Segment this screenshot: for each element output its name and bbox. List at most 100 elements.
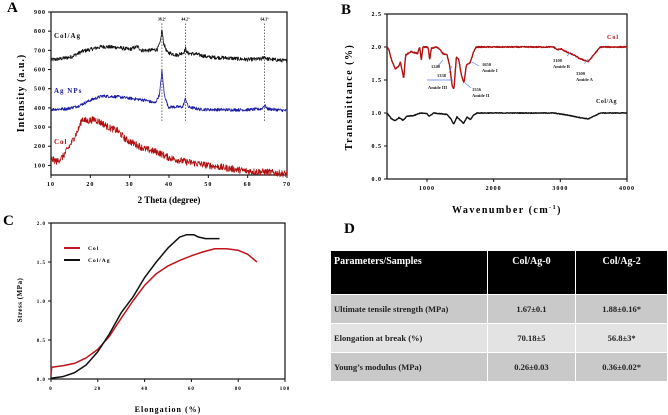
ftir-annotations: 1240 1338 Amide III 1650 Amide I 1556 Am… — [427, 51, 594, 98]
peak-label: 38.2° — [158, 18, 167, 22]
y-tick-label: 0.5 — [372, 144, 383, 150]
stress-strain-chart: 0 20 40 60 80 100 0.0 0.5 1.0 1.5 2.0 — [37, 222, 291, 392]
x-tick-label: 2000 — [486, 186, 502, 192]
table-header-row: Parameters/Samples Col/Ag-0 Col/Ag-2 — [330, 250, 668, 295]
xrd-chart: 10 20 30 40 50 60 70 100 200 300 400 500 600 700 800 90… — [34, 10, 291, 188]
table-row: Ultimate tensile strength (MPa) 1.67±0.1… — [330, 294, 668, 324]
series-line-ag-nps — [50, 68, 288, 113]
x-tick-label: 70 — [283, 182, 291, 188]
x-tick-label: 4000 — [619, 186, 635, 192]
y-tick-label: 1.5 — [37, 261, 46, 266]
x-tick-label: 40 — [165, 182, 173, 188]
table-cell: 0.26±0.03 — [486, 352, 577, 382]
annotation-amide-iii: Amide III — [428, 85, 447, 90]
series-line-col-ag — [50, 29, 288, 64]
y-tick-label: 200 — [34, 144, 46, 150]
series-line-col-ag — [50, 233, 220, 379]
y-tick-label: 600 — [34, 68, 46, 74]
y-tick-label: 500 — [34, 87, 46, 93]
panel-label-b: B — [341, 2, 352, 18]
x-tick-label: 30 — [126, 182, 134, 188]
series-line-col — [386, 45, 628, 90]
series-line-col — [50, 247, 258, 376]
x-tick-label: 50 — [204, 182, 212, 188]
x-tick-label: 1000 — [419, 186, 435, 192]
annotation-1338: 1338 — [437, 73, 447, 78]
y-tick-label: 2.0 — [372, 45, 383, 51]
y-tick-label: 2.5 — [372, 12, 383, 18]
stress-x-axis-label: Elongation (%) — [135, 405, 202, 414]
y-tick-label: 1.0 — [372, 111, 383, 117]
ftir-label-col-ag: Col/Ag — [596, 99, 617, 105]
legend-label-col: Col — [88, 246, 99, 252]
y-tick-label: 1.5 — [372, 78, 383, 84]
xrd-y-axis-label: Intensity (a.u.) — [16, 54, 27, 133]
xrd-x-axis-label: 2 Theta (degree) — [138, 195, 201, 205]
table-header: Col/Ag-2 — [575, 250, 668, 295]
y-tick-label: 700 — [34, 48, 46, 54]
table-cell: 1.67±0.1 — [486, 294, 577, 324]
panel-label-a: A — [7, 0, 18, 16]
x-tick-label: 60 — [244, 182, 252, 188]
y-tick-label: 300 — [34, 125, 46, 131]
x-tick-label: 3000 — [552, 186, 568, 192]
ftir-x-axis-label: Wavenumber (cm-1) — [452, 205, 562, 216]
annotation-1240: 1240 — [431, 64, 441, 69]
legend-label-col-ag: Col/Ag — [88, 258, 111, 264]
annotation-amide-b: Amide B — [553, 64, 570, 69]
y-tick-label: 800 — [34, 29, 46, 35]
x-tick-label: 40 — [141, 387, 148, 392]
stress-legend: Col Col/Ag — [64, 246, 111, 264]
plot-frame — [50, 222, 286, 380]
xrd-label-col: Col — [54, 138, 68, 146]
plot-frame — [50, 11, 288, 176]
table-cell: 56.8±3* — [575, 323, 668, 353]
x-tick-label: 20 — [94, 387, 101, 392]
table-cell: Elongation at break (%) — [330, 323, 488, 353]
annotation-amide-ii: Amide II — [472, 93, 490, 98]
ftir-y-axis-label: Transmittance (%) — [344, 44, 355, 151]
ftir-label-col: Col — [607, 35, 619, 41]
peak-label: 44.2° — [181, 18, 190, 22]
annotation-amide-a: Amide A — [576, 77, 594, 82]
table-cell: 70.18±5 — [486, 323, 577, 353]
x-tick-label: 80 — [235, 387, 242, 392]
x-tick-label: 100 — [280, 387, 291, 392]
y-tick-label: 900 — [34, 10, 46, 16]
series-line-col — [50, 116, 288, 178]
panel-label-c: C — [3, 213, 14, 229]
stress-y-axis-label: Stress (MPa) — [16, 278, 24, 323]
table-row: Elongation at break (%) 70.18±5 56.8±3* — [330, 323, 668, 353]
y-tick-label: 0.0 — [37, 378, 46, 383]
x-tick-label: 20 — [86, 182, 94, 188]
x-tick-label: 0 — [49, 387, 53, 392]
table-cell: 1.88±0.16* — [575, 294, 668, 324]
y-tick-label: 2.0 — [37, 222, 46, 227]
annotation-3100: 3100 — [553, 58, 563, 63]
table-header: Col/Ag-0 — [486, 250, 577, 295]
table-row: Young’s modulus (MPa) 0.26±0.03 0.36±0.0… — [330, 352, 668, 382]
y-tick-label: 400 — [34, 106, 46, 112]
x-tick-label: 60 — [188, 387, 195, 392]
mechanical-properties-table: Parameters/Samples Col/Ag-0 Col/Ag-2 Ult… — [330, 250, 668, 382]
annotation-1650: 1650 — [482, 62, 492, 67]
xrd-label-col-ag: Col/Ag — [54, 32, 81, 40]
table-cell: Young’s modulus (MPa) — [330, 352, 488, 382]
series-line-col-ag — [386, 111, 628, 125]
panel-label-d: D — [344, 221, 355, 237]
table-cell: Ultimate tensile strength (MPa) — [330, 294, 488, 324]
table-header: Parameters/Samples — [330, 250, 488, 295]
x-tick-label: 10 — [47, 182, 55, 188]
y-tick-label: 0.5 — [37, 339, 46, 344]
peak-label: 64.3° — [260, 18, 269, 22]
xrd-label-ag-nps: Ag NPs — [54, 87, 82, 95]
y-tick-label: 0.0 — [372, 177, 383, 183]
annotation-3300: 3300 — [576, 71, 586, 76]
plot-frame — [386, 13, 628, 180]
annotation-amide-i: Amide I — [482, 68, 498, 73]
ftir-chart: 1000 2000 3000 4000 0.0 0.5 1.0 1.5 2.0 2.5 — [372, 12, 635, 192]
table-cell: 0.36±0.02* — [575, 352, 668, 382]
y-tick-label: 1.0 — [37, 300, 46, 305]
